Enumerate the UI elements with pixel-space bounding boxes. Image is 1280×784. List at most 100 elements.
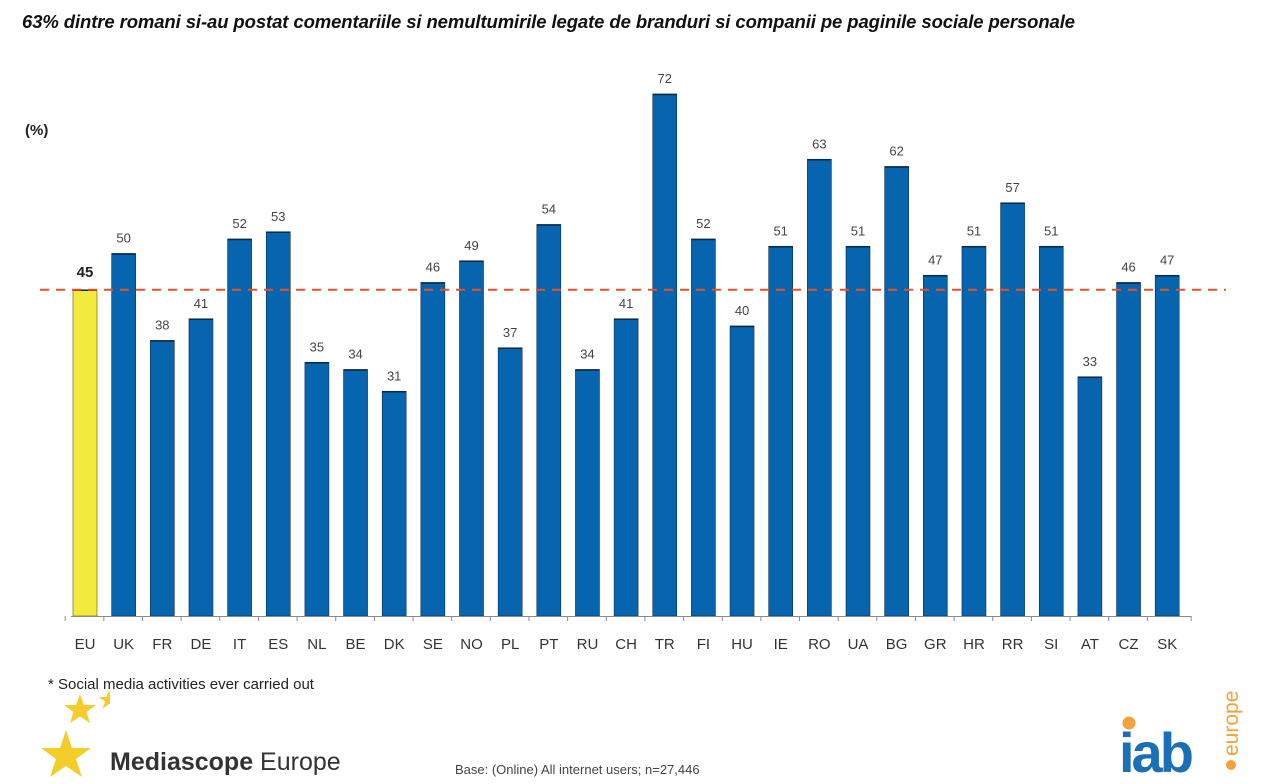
bar-gr — [922, 274, 948, 617]
footnote: * Social media activities ever carried o… — [48, 676, 314, 693]
bar-de — [188, 318, 214, 617]
category-label-sk: SK — [1157, 636, 1177, 653]
bar-pt — [536, 224, 562, 617]
category-label-gr: GR — [924, 636, 947, 653]
value-label-ro: 63 — [812, 136, 826, 151]
category-label-se: SE — [423, 636, 443, 653]
bar-no — [459, 260, 484, 617]
value-labels-group: 45 50 38 41 52 53 35 34 31 46 49 37 54 34 41 72 52 40 51 63… — [77, 71, 1175, 383]
value-label-de: 41 — [194, 296, 208, 311]
star-icon — [64, 694, 96, 723]
y-axis-unit-label: (%) — [25, 122, 49, 139]
category-label-de: DE — [191, 636, 212, 653]
bars-group — [72, 93, 1180, 617]
value-label-eu: 45 — [77, 264, 94, 281]
value-label-fi: 52 — [696, 216, 710, 231]
bar-it — [227, 238, 252, 617]
value-label-at: 33 — [1083, 354, 1097, 369]
category-label-eu: EU — [75, 636, 96, 653]
iab-logo-europe-text: europe — [1220, 691, 1243, 756]
value-label-si: 51 — [1044, 223, 1058, 238]
category-label-si: SI — [1044, 636, 1058, 653]
bar-si — [1038, 245, 1064, 617]
category-label-fi: FI — [697, 636, 710, 653]
category-label-fr: FR — [152, 636, 172, 653]
value-label-be: 34 — [348, 347, 362, 362]
bar-fi — [691, 238, 716, 617]
value-label-es: 53 — [271, 209, 285, 224]
value-label-tr: 72 — [658, 71, 672, 86]
category-label-be: BE — [346, 636, 366, 653]
value-label-ua: 51 — [851, 223, 865, 238]
star-icon — [99, 690, 110, 709]
bar-rr — [1000, 202, 1025, 617]
value-label-pt: 54 — [542, 202, 556, 217]
bar-ru — [575, 369, 600, 617]
bar-chart: 45 50 38 41 52 53 35 34 31 46 49 37 54 34 41 72 52 40 51 63… — [40, 71, 1226, 653]
category-label-ua: UA — [848, 636, 869, 653]
bar-fr — [150, 340, 175, 617]
bar-at — [1077, 376, 1103, 617]
base-note: Base: (Online) All internet users; n=27,… — [455, 762, 700, 777]
bar-ua — [845, 245, 871, 617]
value-label-ru: 34 — [580, 347, 594, 362]
category-label-bg: BG — [886, 636, 908, 653]
value-label-no: 49 — [464, 238, 478, 253]
category-label-ru: RU — [577, 636, 599, 653]
bar-pl — [497, 347, 523, 617]
category-labels-group: EU UK FR DE IT ES NL BE DK SE NO PL PT RU CH TR FI HU IE RO… — [75, 636, 1178, 653]
category-label-ie: IE — [774, 636, 788, 653]
x-axis-group — [64, 616, 1192, 621]
value-label-fr: 38 — [155, 318, 169, 333]
iab-logo-orange-dot-icon — [1226, 760, 1236, 770]
bar-tr — [652, 93, 678, 617]
star-icon — [41, 730, 91, 777]
category-label-hr: HR — [963, 636, 985, 653]
value-label-ie: 51 — [773, 223, 787, 238]
value-label-gr: 47 — [928, 252, 942, 267]
category-label-hu: HU — [731, 636, 753, 653]
value-label-nl: 35 — [310, 339, 324, 354]
category-label-tr: TR — [655, 636, 675, 653]
value-label-bg: 62 — [889, 144, 903, 159]
bar-hu — [729, 325, 755, 617]
value-label-ch: 41 — [619, 296, 633, 311]
bar-uk — [111, 253, 136, 617]
iab-logo-text: iab — [1119, 721, 1192, 784]
category-label-rr: RR — [1002, 636, 1024, 653]
value-label-cz: 46 — [1121, 260, 1135, 275]
category-label-it: IT — [233, 636, 246, 653]
value-label-pl: 37 — [503, 325, 517, 340]
bar-eu — [72, 289, 98, 617]
category-label-dk: DK — [384, 636, 405, 653]
category-label-pl: PL — [501, 636, 519, 653]
bar-cz — [1116, 282, 1141, 617]
bar-se — [420, 282, 446, 617]
category-label-ch: CH — [615, 636, 637, 653]
bar-hr — [961, 245, 987, 617]
bar-sk — [1154, 274, 1180, 617]
mediascope-europe-logo: Mediascope Europe — [110, 748, 341, 777]
bar-nl — [304, 361, 330, 617]
category-label-uk: UK — [113, 636, 134, 653]
category-label-pt: PT — [539, 636, 558, 653]
chart-title: 63% dintre romani si-au postat comentari… — [22, 11, 1075, 32]
value-label-hu: 40 — [735, 303, 749, 318]
mediascope-logo-rest: Europe — [253, 748, 341, 776]
category-label-es: ES — [268, 636, 288, 653]
value-label-dk: 31 — [387, 368, 401, 383]
value-label-sk: 47 — [1160, 252, 1174, 267]
mediascope-logo-bold: Mediascope — [110, 748, 254, 776]
category-label-no: NO — [460, 636, 483, 653]
bar-ch — [613, 318, 639, 617]
value-label-se: 46 — [426, 260, 440, 275]
bar-ie — [768, 245, 794, 617]
bar-dk — [381, 390, 407, 617]
bar-bg — [884, 166, 909, 617]
mediascope-stars-logo — [41, 690, 110, 777]
value-label-hr: 51 — [967, 223, 981, 238]
category-label-at: AT — [1081, 636, 1099, 653]
iab-logo-dot-icon — [1122, 716, 1136, 730]
value-label-it: 52 — [232, 216, 246, 231]
value-label-rr: 57 — [1005, 180, 1019, 195]
